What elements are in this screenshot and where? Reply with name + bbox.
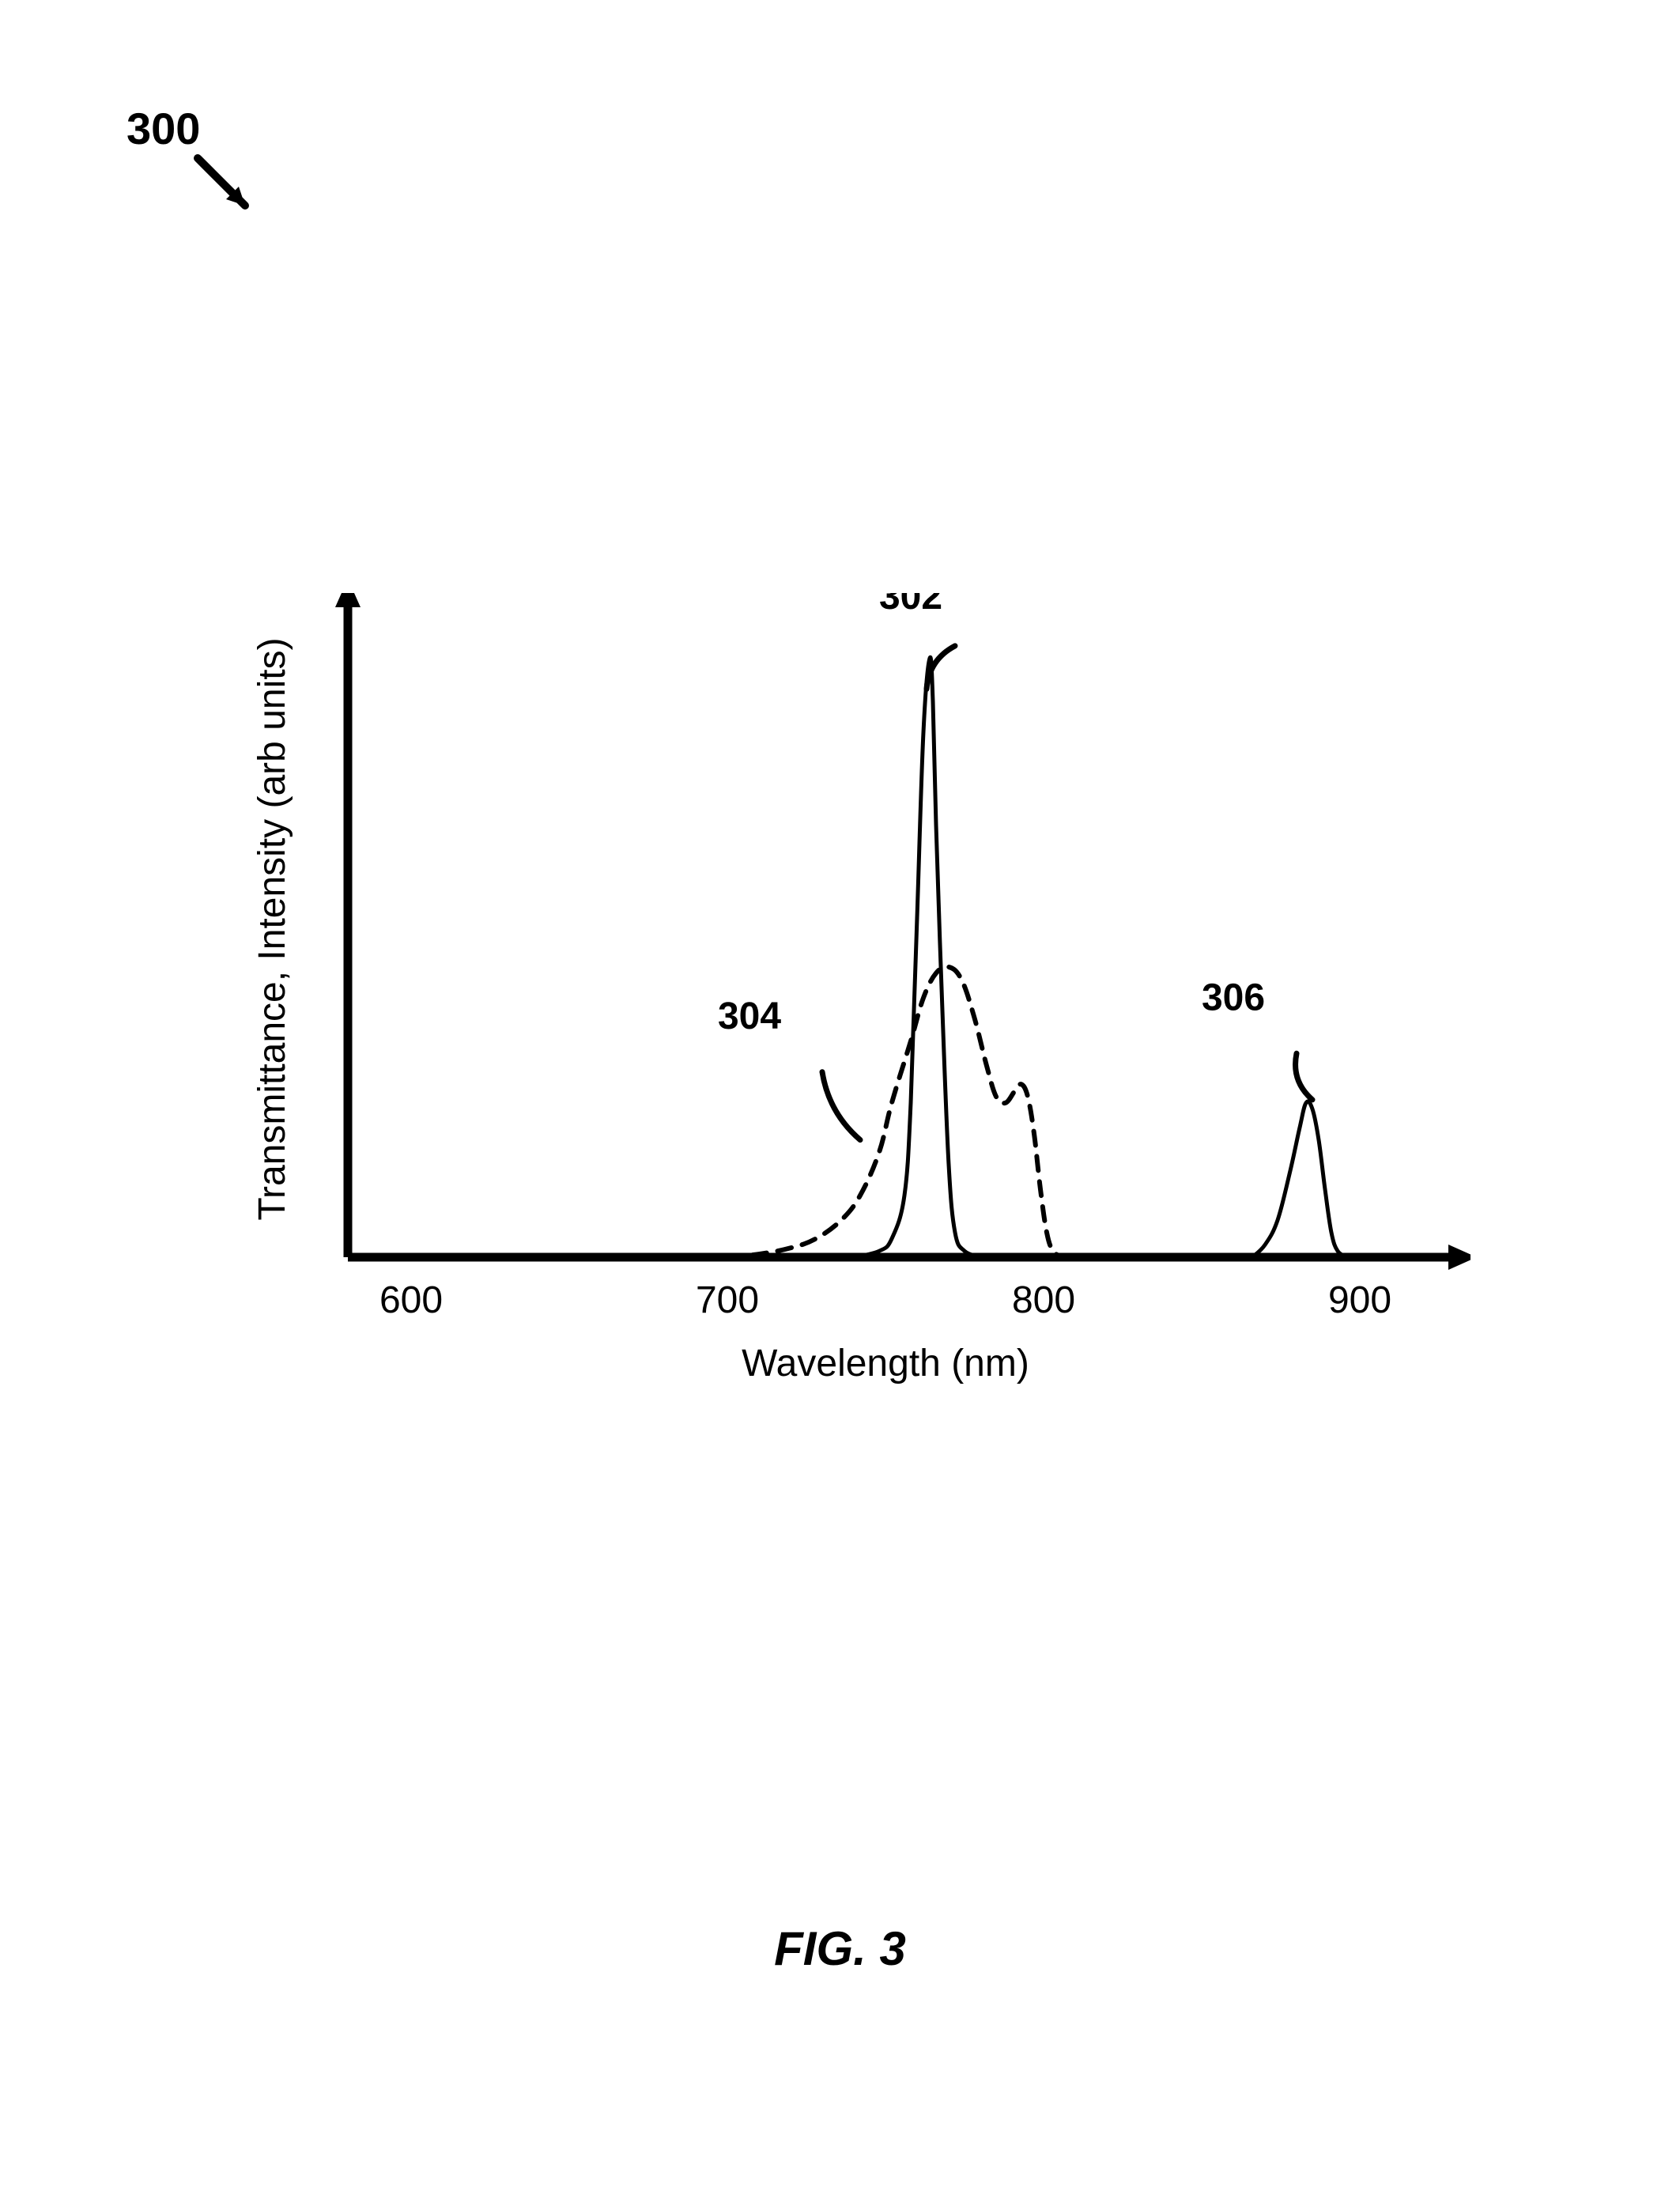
page: 300 600 700 800 900 Wavelength (nm) Transmitt… [0,0,1680,2191]
curve-306 [1252,1101,1347,1257]
figure-reference-label: 300 [126,103,200,154]
x-tick-label: 900 [1328,1279,1391,1321]
y-axis-arrowhead [335,593,361,607]
x-axis-arrowhead [1448,1245,1470,1270]
y-axis-label: Transmittance, Intensity (arb units) [251,637,293,1220]
x-axis-label: Wavelength (nm) [742,1343,1029,1384]
callout-label-304: 304 [718,995,781,1037]
x-tick-label: 600 [379,1279,443,1321]
figure-reference-arrow [190,150,285,245]
callout-label-306: 306 [1202,977,1265,1019]
spectrum-chart: 600 700 800 900 Wavelength (nm) Transmittance… [237,593,1470,1502]
figure-caption: FIG. 3 [0,1921,1680,1976]
callout-label-302: 302 [879,593,942,618]
callout-hook-304 [822,1072,860,1140]
x-tick-label: 700 [696,1279,759,1321]
x-tick-label: 800 [1012,1279,1075,1321]
callout-hook-306 [1296,1053,1312,1100]
